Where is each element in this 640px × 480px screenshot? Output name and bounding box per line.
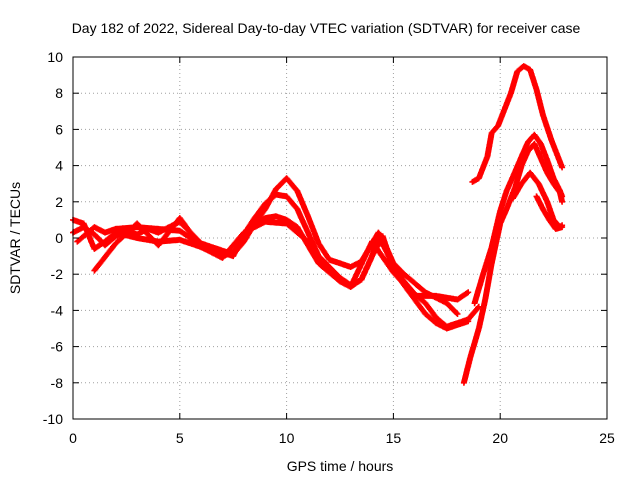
y-tick-label: 10 — [47, 49, 63, 65]
x-tick-label: 25 — [599, 430, 615, 446]
data-series-track-e — [460, 140, 566, 386]
data-series-track-g — [510, 169, 566, 231]
y-tick-label: -10 — [43, 411, 63, 427]
data-series-track-f — [471, 131, 566, 307]
y-tick-label: -8 — [51, 375, 64, 391]
y-tick-label: 8 — [55, 85, 63, 101]
x-tick-label: 0 — [69, 430, 77, 446]
chart-title: Day 182 of 2022, Sidereal Day-to-day VTE… — [72, 20, 581, 36]
y-tick-label: 0 — [55, 230, 63, 246]
y-tick-label: -6 — [51, 339, 64, 355]
tick-layer: 0 5 10 15 20 25 -10 -8 -6 -4 -2 0 2 4 6 8 10 — [43, 49, 615, 446]
data-series-track-h — [469, 63, 566, 185]
y-tick-label: -2 — [51, 266, 64, 282]
x-tick-label: 5 — [176, 430, 184, 446]
x-axis-label: GPS time / hours — [287, 458, 394, 474]
y-tick-label: 2 — [55, 194, 63, 210]
data-series-track-d — [91, 215, 472, 303]
x-tick-label: 20 — [492, 430, 508, 446]
x-tick-label: 15 — [386, 430, 402, 446]
y-axis-label: SDTVAR / TECUs — [7, 182, 23, 294]
x-tick-label: 10 — [279, 430, 295, 446]
data-series-track-i — [533, 193, 566, 232]
y-tick-label: 6 — [55, 121, 63, 137]
y-tick-label: -4 — [51, 302, 64, 318]
y-tick-label: 4 — [55, 158, 63, 174]
data-layer — [70, 63, 566, 386]
